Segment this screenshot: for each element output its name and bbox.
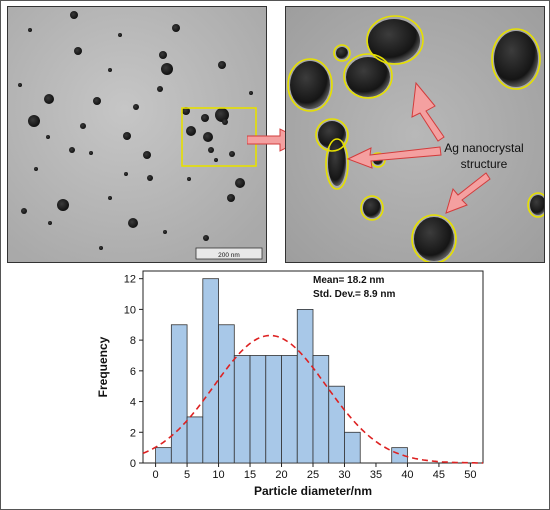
y-tick-label: 12	[124, 274, 136, 286]
y-tick-label: 2	[130, 427, 136, 439]
histogram-svg: 0 5 10 15 20 25 30 35 40 45 50 0 2 4 6 8 10 12 Mean= 18.…	[96, 270, 484, 498]
x-tick-label: 25	[307, 469, 319, 481]
x-tick-label: 30	[338, 469, 350, 481]
nanoparticle	[346, 57, 390, 97]
scale-bar-label: 200 nm	[218, 252, 240, 259]
histogram-bar	[249, 355, 267, 464]
x-tick-label: 15	[244, 469, 256, 481]
x-tick-label: 20	[275, 469, 287, 481]
y-axis-ticks: 0 2 4 6 8 10 12	[124, 274, 143, 470]
mean-annotation: Mean= 18.2 nm	[313, 275, 385, 286]
tem-overview-image: 200 nm	[7, 6, 267, 263]
nanoparticle	[290, 61, 330, 109]
nanoparticle	[414, 217, 454, 261]
y-tick-label: 8	[130, 335, 136, 347]
pointer-arrow-up	[411, 81, 445, 142]
nanoparticle	[336, 47, 348, 59]
nanoparticle	[368, 19, 420, 63]
y-tick-label: 10	[124, 304, 136, 316]
histogram-bar	[328, 385, 345, 464]
pointer-arrow-left	[346, 146, 442, 169]
histogram-bar	[218, 324, 235, 464]
y-tick-label: 4	[130, 397, 136, 409]
highlight-circles	[287, 15, 544, 262]
histogram-bar	[281, 355, 298, 464]
histogram-bar	[265, 355, 282, 464]
y-axis-label: Frequency	[96, 336, 110, 397]
histogram-bar	[202, 278, 219, 464]
histogram-bar	[155, 447, 172, 464]
x-tick-label: 45	[433, 469, 445, 481]
x-tick-label: 10	[212, 469, 224, 481]
nanoparticle	[494, 31, 538, 87]
nanoparticle	[363, 198, 381, 218]
annotation-line-2: structure	[461, 157, 508, 171]
histogram-bar	[344, 431, 361, 464]
histogram-bar	[296, 309, 314, 464]
x-tick-label: 35	[370, 469, 382, 481]
pointer-arrows	[346, 81, 491, 214]
tem-zoom-image: Ag nanocrystal structure	[285, 6, 545, 263]
tem-zoom-svg: Ag nanocrystal structure	[286, 7, 544, 262]
x-tick-label: 0	[153, 469, 159, 481]
histogram-bar	[186, 416, 204, 464]
normal-fit-curve	[142, 334, 483, 464]
histogram-bar	[312, 355, 330, 464]
histogram-bar	[391, 447, 408, 464]
scale-bar	[195, 247, 263, 260]
x-axis-label: Particle diameter/nm	[254, 484, 372, 498]
x-tick-label: 5	[184, 469, 190, 481]
y-tick-label: 0	[130, 458, 136, 470]
y-tick-label: 6	[130, 366, 136, 378]
pointer-arrow-down	[445, 172, 491, 214]
nanoparticle-dots	[18, 11, 253, 250]
x-tick-label: 50	[464, 469, 476, 481]
histogram-bars	[155, 278, 408, 464]
histogram-bar	[233, 355, 251, 464]
nanoparticle	[530, 195, 544, 215]
x-tick-label: 40	[401, 469, 413, 481]
tem-overview-svg: 200 nm	[8, 7, 266, 262]
x-axis-ticks: 0 5 10 15 20 25 30 35 40 45 50	[153, 463, 477, 481]
tem-background	[8, 7, 266, 262]
histogram-bar	[170, 324, 188, 464]
annotation-line-1: Ag nanocrystal	[444, 141, 523, 155]
size-distribution-chart: 0 5 10 15 20 25 30 35 40 45 50 0 2 4 6 8 10 12 Mean= 18.…	[71, 263, 511, 509]
std-annotation: Std. Dev.= 8.9 nm	[313, 289, 395, 300]
